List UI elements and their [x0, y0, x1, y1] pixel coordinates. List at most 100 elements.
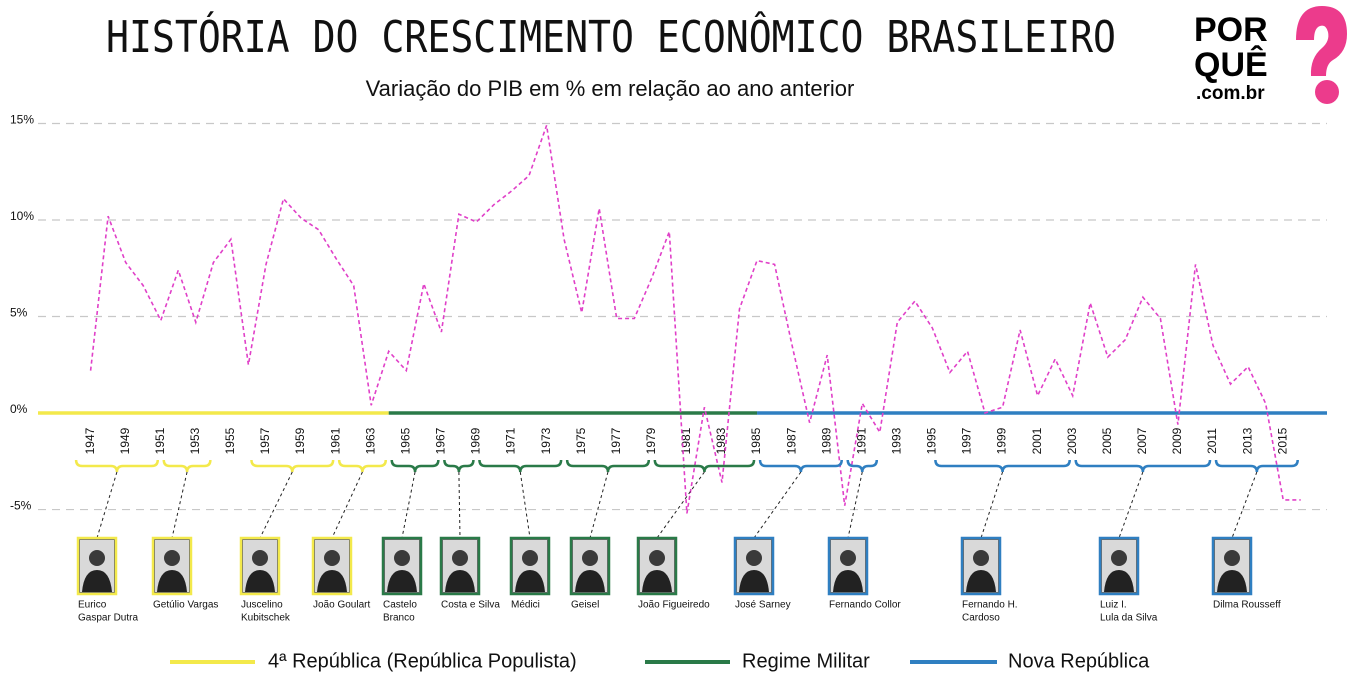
x-tick-label: 1989 — [819, 427, 833, 454]
portrait-head — [394, 550, 410, 566]
president-name: João Figueiredo — [638, 600, 710, 611]
president-name: Branco — [383, 613, 415, 624]
connector — [332, 472, 362, 538]
connector — [520, 472, 530, 538]
term-brace — [1216, 460, 1298, 472]
y-tick-label: 15% — [10, 113, 34, 127]
logo: POR QUÊ .com.br — [1194, 6, 1347, 104]
legend-label: Regime Militar — [742, 650, 870, 672]
x-tick-label: 1965 — [398, 427, 412, 454]
term-brace — [760, 460, 842, 472]
x-tick-label: 1967 — [434, 427, 448, 454]
term-brace — [935, 460, 1069, 472]
x-tick-label: 2007 — [1135, 427, 1149, 454]
x-tick-label: 1957 — [258, 427, 272, 454]
president-name: Fernando H. — [962, 600, 1018, 611]
legend-label: Nova República — [1008, 650, 1150, 672]
portrait — [78, 538, 116, 594]
x-tick-label: 1985 — [749, 427, 763, 454]
chart: HISTÓRIA DO CRESCIMENTO ECONÔMICO BRASIL… — [0, 0, 1347, 677]
connector — [260, 472, 292, 538]
logo-mark — [1315, 80, 1339, 104]
portrait-head — [649, 550, 665, 566]
portrait-head — [164, 550, 180, 566]
legend-label: 4ª República (República Populista) — [268, 650, 577, 672]
president-name: Dilma Rousseff — [1213, 600, 1281, 611]
connector — [97, 472, 117, 538]
term-brace — [76, 460, 158, 472]
term-brace — [164, 460, 211, 472]
x-tick-label: 1995 — [925, 427, 939, 454]
x-tick-label: 1987 — [784, 427, 798, 454]
portrait — [735, 538, 773, 594]
term-brace — [479, 460, 561, 472]
x-tick-label: 1973 — [539, 427, 553, 454]
president-name: Castelo — [383, 600, 417, 611]
president-name: João Goulart — [313, 600, 370, 611]
term-brace — [392, 460, 439, 472]
president-name: Eurico — [78, 600, 107, 611]
x-tick-label: 1955 — [223, 427, 237, 454]
portrait-head — [973, 550, 989, 566]
x-tick-label: 2003 — [1065, 427, 1079, 454]
term-brace — [444, 460, 473, 472]
portrait — [511, 538, 549, 594]
connector — [657, 472, 704, 538]
y-tick-label: -5% — [10, 499, 32, 513]
portrait — [962, 538, 1000, 594]
x-tick-label: 2015 — [1275, 427, 1289, 454]
portrait — [441, 538, 479, 594]
portrait-head — [1111, 550, 1127, 566]
president-name: Luiz I. — [1100, 600, 1127, 611]
chart-subtitle: Variação do PIB em % em relação ao ano a… — [366, 76, 855, 101]
president-name: Gaspar Dutra — [78, 613, 138, 624]
x-tick-label: 1993 — [890, 427, 904, 454]
president-name: Kubitschek — [241, 613, 291, 624]
term-brace — [251, 460, 333, 472]
logo-mark — [1296, 6, 1347, 76]
term-brace — [1076, 460, 1210, 472]
president-name: Cardoso — [962, 613, 1000, 624]
x-tick-label: 1953 — [188, 427, 202, 454]
portrait — [638, 538, 676, 594]
portrait — [153, 538, 191, 594]
connector — [1119, 472, 1143, 538]
portrait — [313, 538, 351, 594]
x-tick-label: 1997 — [960, 427, 974, 454]
x-tick-label: 1975 — [574, 427, 588, 454]
portrait-head — [522, 550, 538, 566]
logo-text: .com.br — [1196, 83, 1265, 104]
term-brace — [339, 460, 386, 472]
portrait — [1213, 538, 1251, 594]
connector — [848, 472, 862, 538]
president-name: José Sarney — [735, 600, 791, 611]
portrait — [1100, 538, 1138, 594]
y-tick-label: 5% — [10, 306, 28, 320]
portrait-head — [1224, 550, 1240, 566]
x-tick-label: 1971 — [504, 427, 518, 454]
connector — [459, 472, 460, 538]
portrait-head — [324, 550, 340, 566]
x-tick-label: 1999 — [995, 427, 1009, 454]
connector — [1232, 472, 1257, 538]
connector — [981, 472, 1003, 538]
x-tick-label: 1961 — [328, 427, 342, 454]
connector — [590, 472, 608, 538]
chart-title: HISTÓRIA DO CRESCIMENTO ECONÔMICO BRASIL… — [106, 10, 1116, 63]
x-tick-label: 2001 — [1030, 427, 1044, 454]
president-name: Juscelino — [241, 600, 283, 611]
x-tick-label: 1949 — [118, 427, 132, 454]
x-tick-label: 2011 — [1205, 428, 1219, 454]
x-tick-label: 2009 — [1170, 427, 1184, 454]
x-tick-label: 1959 — [293, 427, 307, 454]
x-tick-label: 1951 — [153, 427, 167, 454]
portrait — [241, 538, 279, 594]
portrait — [571, 538, 609, 594]
portrait — [383, 538, 421, 594]
x-tick-label: 2005 — [1100, 427, 1114, 454]
connector — [754, 472, 801, 538]
portrait — [829, 538, 867, 594]
logo-text: QUÊ — [1194, 46, 1268, 84]
x-tick-label: 1947 — [83, 427, 97, 454]
x-tick-label: 1969 — [469, 427, 483, 454]
